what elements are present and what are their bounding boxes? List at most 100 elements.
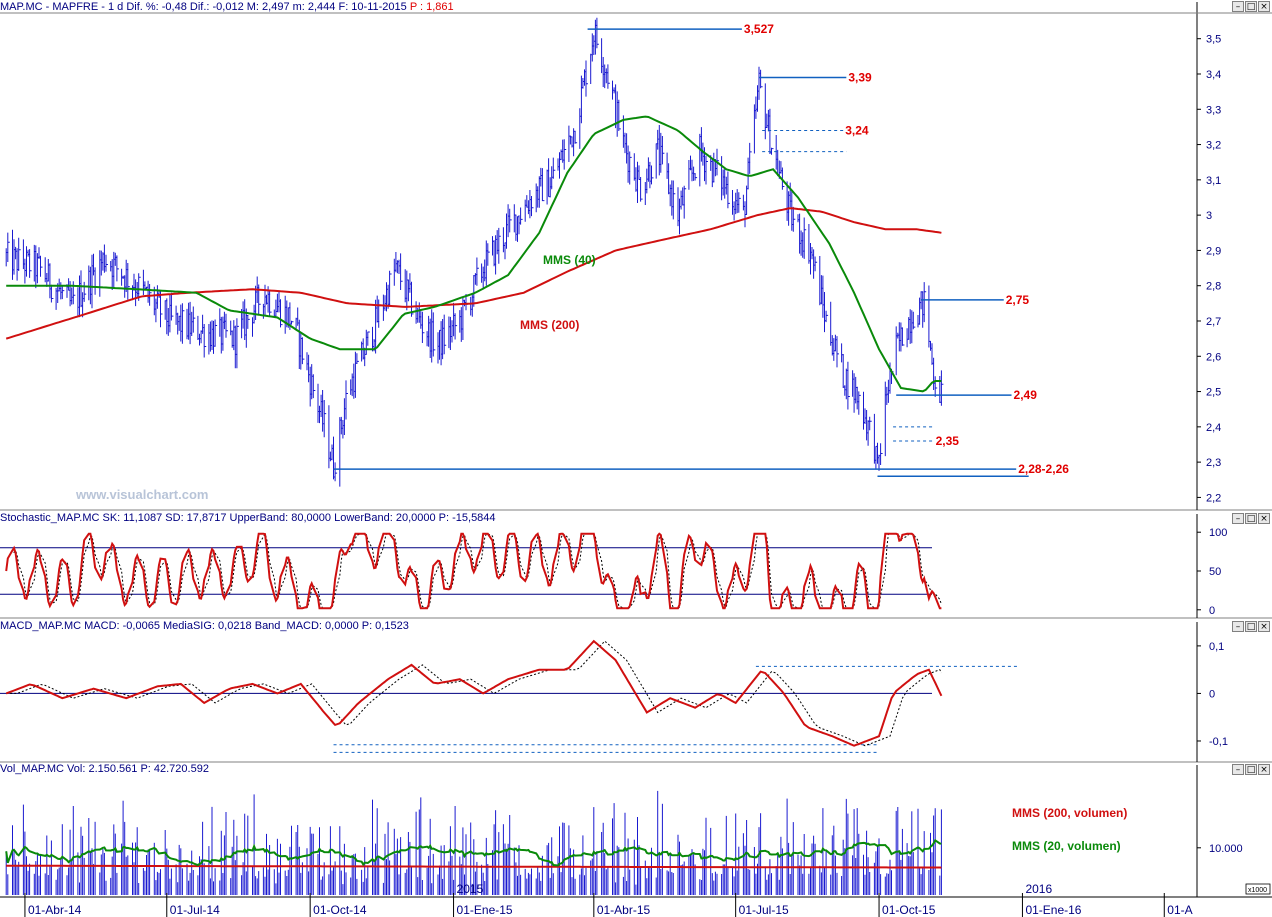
vol-mms20-line [5, 838, 942, 867]
price-y-tick-label: 3 [1206, 210, 1212, 222]
level-label: 2,28-2,26 [1018, 462, 1069, 476]
price-bar [421, 311, 425, 343]
price-y-tick-label: 2,7 [1206, 316, 1221, 328]
price-bar [454, 313, 458, 340]
x-tick-label: 01-Jul-15 [739, 903, 789, 917]
minimize-icon[interactable]: – [1232, 513, 1244, 524]
price-bar [847, 361, 850, 410]
stoch-sd-line [5, 532, 942, 609]
price-bar [443, 314, 447, 355]
x-tick-label: 01-Jul-14 [170, 903, 220, 917]
maximize-icon[interactable]: □ [1245, 621, 1257, 632]
price-bar [18, 237, 21, 271]
price-bar [661, 136, 665, 165]
stoch-y-tick-label: 100 [1209, 527, 1227, 539]
x-tick-label: 01-Abr-14 [28, 903, 82, 917]
price-bar [389, 270, 392, 307]
minimize-icon[interactable]: – [1232, 764, 1244, 775]
close-icon[interactable]: × [1258, 1, 1270, 12]
price-bar [29, 249, 32, 278]
price-bar [552, 157, 556, 179]
mms40-line [6, 115, 942, 393]
vol-unit-tag: x1000 [1248, 887, 1267, 894]
price-bar [923, 282, 927, 323]
price-bar [345, 380, 348, 420]
price-y-tick-label: 2,2 [1206, 492, 1221, 504]
price-bar [683, 185, 687, 219]
price-bar [214, 319, 218, 347]
maximize-icon[interactable]: □ [1245, 764, 1257, 775]
price-bar [574, 131, 578, 144]
close-icon[interactable]: × [1258, 513, 1270, 524]
macd-y-tick-label: 0,1 [1209, 641, 1224, 653]
price-bar [236, 318, 239, 369]
vol-mms200-line [6, 864, 942, 869]
price-bar [869, 416, 872, 431]
x-tick-label: 01-A [1167, 903, 1192, 917]
minimize-icon[interactable]: – [1232, 621, 1244, 632]
price-bar [487, 243, 490, 266]
vol-mms200-label: MMS (200, volumen) [1012, 806, 1127, 820]
price-bar [203, 324, 207, 358]
price-bar [400, 253, 403, 290]
price-panel-header: MAP.MC - MAPFRE - 1 d Dif. %: -0,48 Dif.… [0, 0, 454, 14]
price-bar [769, 108, 772, 154]
price-bar [116, 255, 119, 282]
mms200-label: MMS (200) [520, 318, 579, 332]
price-bar [640, 177, 643, 202]
price-bar [301, 337, 305, 365]
macd-header-text: MACD_MAP.MC MACD: -0,0065 MediaSIG: 0,02… [0, 620, 409, 632]
x-tick-label: 01-Ene-16 [1025, 903, 1081, 917]
price-bar [842, 354, 846, 388]
macd-y-tick-label: 0 [1209, 688, 1215, 700]
price-bar [705, 155, 708, 185]
price-bar [225, 313, 228, 338]
price-bar [764, 83, 768, 140]
price-bar [651, 165, 654, 185]
minimize-icon[interactable]: – [1232, 1, 1244, 12]
maximize-icon[interactable]: □ [1245, 1, 1257, 12]
macd-line [5, 639, 943, 747]
price-bar [760, 69, 763, 89]
price-bar [61, 286, 65, 300]
level-label: 3,527 [744, 22, 774, 36]
close-icon[interactable]: × [1258, 764, 1270, 775]
maximize-icon[interactable]: □ [1245, 513, 1257, 524]
price-y-tick-label: 3,3 [1206, 104, 1221, 116]
price-bar [541, 168, 545, 202]
macd-panel-header: MACD_MAP.MC MACD: -0,0065 MediaSIG: 0,02… [0, 619, 409, 633]
volume-bars [5, 790, 942, 895]
price-bar [498, 227, 501, 264]
price-bar [629, 151, 632, 185]
macd-y-tick-label: -0,1 [1209, 736, 1228, 748]
price-bar [291, 320, 294, 325]
price-bar [727, 171, 730, 209]
price-bar [880, 443, 883, 465]
vol-mms20-label: MMS (20, volumen) [1012, 839, 1121, 853]
price-bar [825, 310, 829, 323]
price-bar [160, 291, 163, 328]
level-label: 3,24 [845, 123, 869, 137]
price-bar [105, 254, 108, 272]
price-bar [7, 232, 10, 262]
price-bar [72, 281, 76, 305]
price-bar [814, 256, 818, 272]
price-header-text: MAP.MC - MAPFRE - 1 d Dif. %: -0,48 Dif.… [0, 1, 407, 13]
close-icon[interactable]: × [1258, 621, 1270, 632]
price-bar [269, 290, 272, 316]
vol-header-text: Vol_MAP.MC Vol: 2.150.561 P: 42.720.592 [0, 763, 209, 775]
price-bar [940, 370, 944, 406]
price-bar [749, 142, 752, 174]
price-bar [40, 255, 43, 277]
price-bar [607, 64, 610, 89]
price-y-tick-label: 2,5 [1206, 387, 1221, 399]
price-bar [170, 292, 174, 321]
watermark: www.visualchart.com [75, 487, 208, 502]
price-y-tick-label: 2,3 [1206, 457, 1221, 469]
x-tick-label: 01-Oct-14 [313, 903, 367, 917]
price-bar [192, 306, 196, 333]
mms40-label: MMS (40) [543, 253, 596, 267]
level-label: 2,75 [1006, 293, 1030, 307]
price-y-tick-label: 2,6 [1206, 351, 1221, 363]
price-bar [746, 185, 749, 215]
